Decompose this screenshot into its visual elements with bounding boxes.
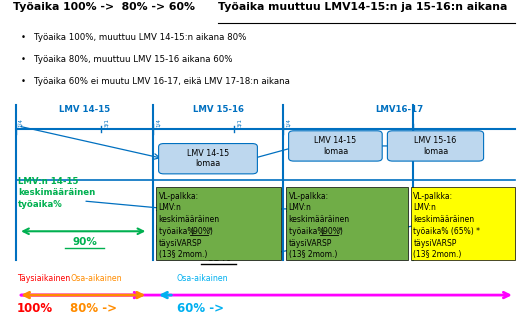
Text: 90%: 90%: [72, 237, 97, 247]
Text: työaika%: työaika%: [159, 227, 197, 236]
Text: LMV:n 14-15
keskimääräinen
työaika%: LMV:n 14-15 keskimääräinen työaika%: [18, 177, 96, 209]
Text: keskimääräinen: keskimääräinen: [159, 215, 220, 224]
Text: 100%: 100%: [17, 302, 53, 315]
Text: Osa-aikainen: Osa-aikainen: [70, 274, 122, 283]
Text: 3/1: 3/1: [103, 118, 109, 127]
Text: 80% ->: 80% ->: [70, 302, 117, 315]
Text: Täysiaikainen: Täysiaikainen: [17, 274, 70, 283]
Text: Osa-aikainen: Osa-aikainen: [177, 274, 228, 283]
Text: täysiVARSP: täysiVARSP: [289, 239, 332, 248]
Text: •: •: [21, 77, 26, 86]
Text: LMV 14-15
lomaa: LMV 14-15 lomaa: [314, 136, 357, 156]
Text: (13§ 2mom.): (13§ 2mom.): [289, 250, 337, 259]
Text: 1/4: 1/4: [18, 118, 23, 127]
Text: *: *: [338, 227, 342, 236]
Text: •: •: [21, 55, 26, 64]
Text: LMV 14-15
lomaa: LMV 14-15 lomaa: [187, 149, 229, 168]
Text: LMV 15-16
lomaa: LMV 15-16 lomaa: [414, 136, 457, 156]
Text: Työaika 100% ->  80% -> 60%: Työaika 100% -> 80% -> 60%: [13, 2, 199, 11]
Text: Työaika 80%, muuttuu LMV 15-16 aikana 60%: Työaika 80%, muuttuu LMV 15-16 aikana 60…: [34, 55, 232, 64]
Text: 1/4: 1/4: [156, 118, 161, 127]
Text: VL-palkka:: VL-palkka:: [289, 192, 329, 201]
Text: LMV16-17: LMV16-17: [375, 105, 423, 114]
Text: LMV:n 15-16
keskimääräinen työaika%: LMV:n 15-16 keskimääräinen työaika%: [156, 225, 261, 244]
Text: (90%): (90%): [190, 227, 213, 236]
Text: työaika% (65%) *: työaika% (65%) *: [413, 227, 480, 236]
Text: 3/1: 3/1: [237, 118, 242, 127]
Text: LMV 15-16: LMV 15-16: [193, 105, 244, 114]
Text: (13§ 2mom.): (13§ 2mom.): [159, 250, 207, 259]
Bar: [286, 187, 408, 260]
Text: 65%: 65%: [206, 253, 231, 263]
Text: keskimääräinen: keskimääräinen: [413, 215, 475, 224]
Bar: [411, 187, 515, 260]
FancyBboxPatch shape: [289, 131, 382, 161]
Text: Työaika muuttuu LMV14-15:n ja 15-16:n aikana: Työaika muuttuu LMV14-15:n ja 15-16:n ai…: [218, 2, 508, 11]
Text: •: •: [21, 33, 26, 42]
Text: 60% ->: 60% ->: [177, 302, 224, 315]
Text: LMV:n: LMV:n: [413, 204, 436, 212]
Text: työaika%: työaika%: [289, 227, 327, 236]
Text: Työaika 100%, muuttuu LMV 14-15:n aikana 80%: Työaika 100%, muuttuu LMV 14-15:n aikana…: [34, 33, 246, 42]
Text: LMV:n: LMV:n: [289, 204, 311, 212]
Text: täysiVARSP: täysiVARSP: [159, 239, 202, 248]
Bar: [156, 187, 281, 260]
Text: (90%): (90%): [320, 227, 343, 236]
Text: (13§ 2mom.): (13§ 2mom.): [413, 250, 462, 259]
Text: keskimääräinen: keskimääräinen: [289, 215, 350, 224]
FancyBboxPatch shape: [159, 144, 257, 174]
Text: *: *: [208, 227, 212, 236]
Text: 1/4: 1/4: [286, 118, 291, 127]
Text: LMV 14-15: LMV 14-15: [59, 105, 110, 114]
Text: VL-palkka:: VL-palkka:: [413, 192, 453, 201]
Text: Työaika 60% ei muutu LMV 16-17, eikä LMV 17-18:n aikana: Työaika 60% ei muutu LMV 16-17, eikä LMV…: [34, 77, 290, 86]
Text: täysiVARSP: täysiVARSP: [413, 239, 457, 248]
Text: LMV:n: LMV:n: [159, 204, 181, 212]
FancyBboxPatch shape: [387, 131, 484, 161]
Text: VL-palkka:: VL-palkka:: [159, 192, 199, 201]
